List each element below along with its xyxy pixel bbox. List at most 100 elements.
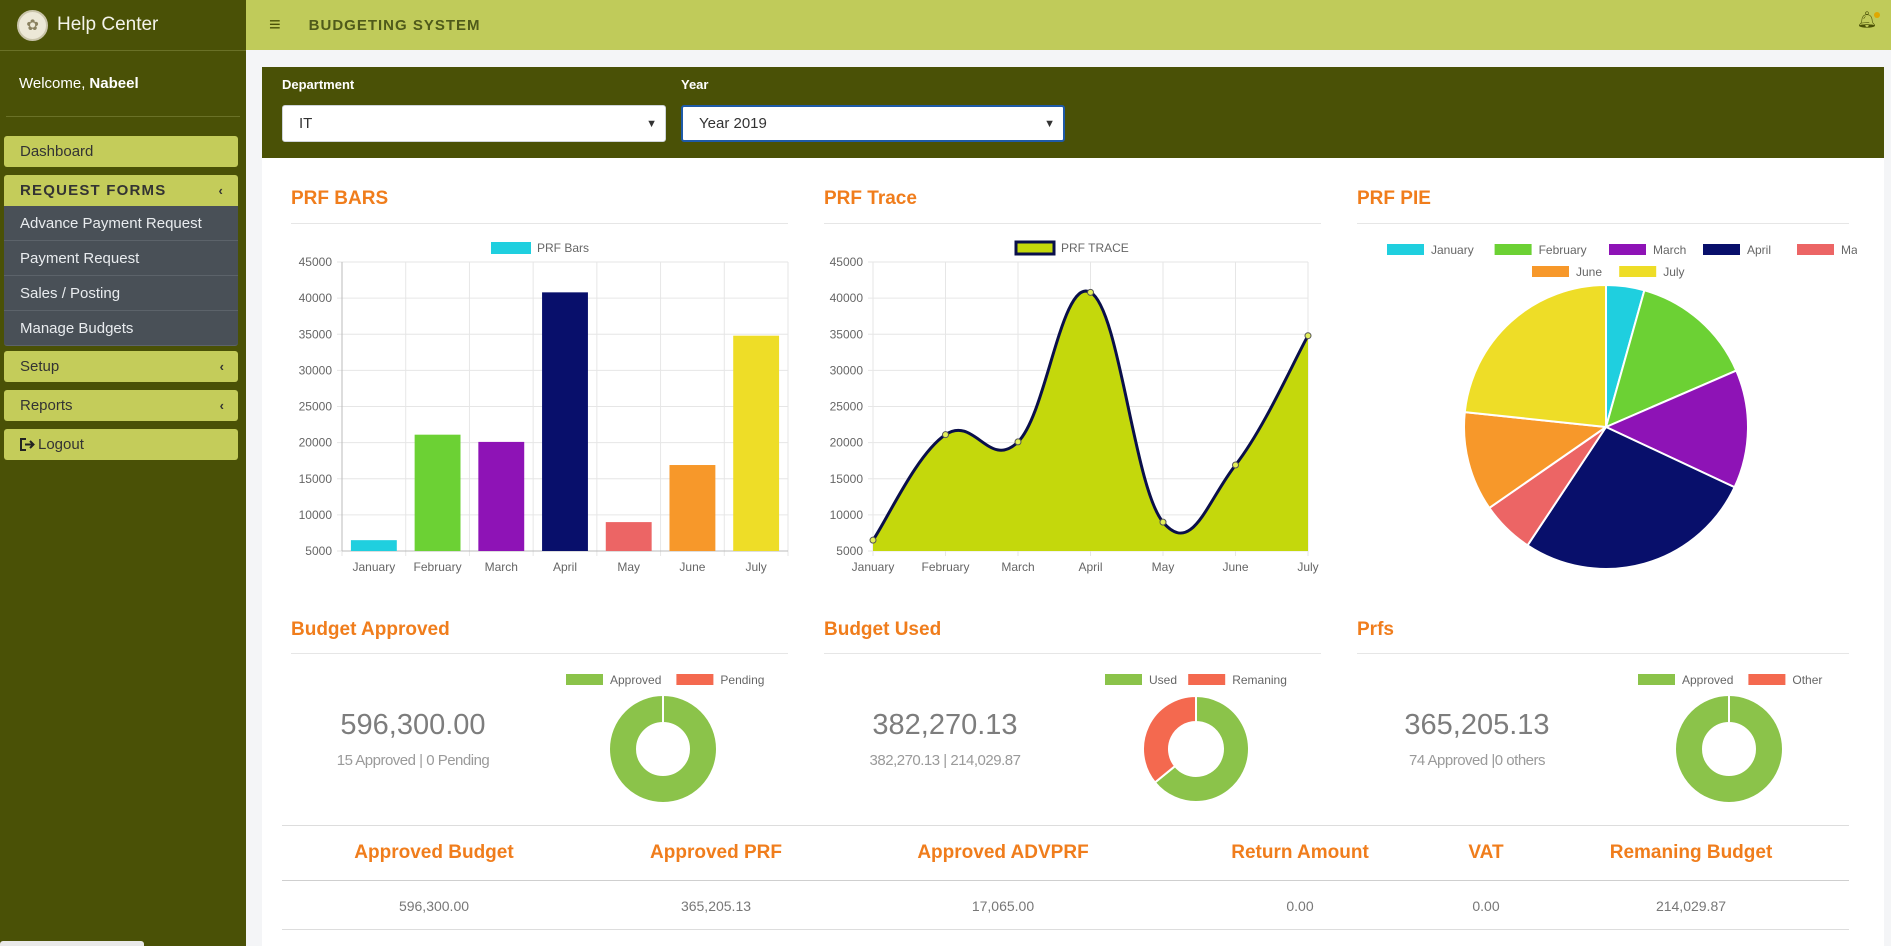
legend-swatch (1188, 674, 1226, 685)
notification-dot (1874, 12, 1880, 18)
table-header-vat: VAT (1468, 842, 1504, 863)
sidebar-item-payment-request[interactable]: Payment Request (4, 241, 238, 276)
legend-swatch (1638, 674, 1675, 685)
kpi-prfs-sub: 74 Approved |0 others (1409, 752, 1546, 769)
topbar: ≡ BUDGETING SYSTEM 🔔︎ (246, 0, 1891, 50)
kpi-prfs-value: 365,205.13 (1404, 709, 1550, 741)
x-tick-label: June (1222, 560, 1248, 574)
table-top-border (282, 825, 1849, 826)
panel-title-prf-pie: PRF PIE (1357, 188, 1431, 209)
table-cell-approved-prf: 365,205.13 (680, 898, 752, 914)
slice-july (1463, 283, 1607, 429)
bar-july (733, 335, 780, 551)
sidebar-item-label: Advance Payment Request (20, 214, 202, 232)
legend-label: PRF TRACE (1061, 241, 1129, 255)
slice-used (1153, 694, 1250, 803)
table-header-approved-prf: Approved PRF (650, 842, 782, 863)
department-label: Department (282, 77, 355, 92)
welcome-text: Welcome, Nabeel (6, 51, 240, 117)
legend-label: Pending (720, 673, 764, 687)
bell-icon[interactable]: 🔔︎ (1857, 10, 1880, 30)
chevron-down-icon: ▼ (646, 117, 657, 130)
nav-dashboard[interactable]: Dashboard (4, 136, 238, 167)
y-tick-label: 25000 (299, 400, 333, 414)
panel-title-budget-approved: Budget Approved (291, 619, 450, 640)
table-cell-approved-advprf: 17,065.00 (971, 898, 1035, 914)
x-tick-label: June (679, 560, 705, 574)
y-tick-label: 15000 (299, 472, 333, 486)
y-tick-label: 5000 (836, 544, 863, 558)
legend-label: Approved (610, 673, 661, 687)
point-july (1304, 332, 1312, 340)
legend-label: July (1663, 265, 1684, 279)
nav-logout-label: Logout (38, 436, 84, 453)
x-tick-label: March (485, 560, 518, 574)
y-tick-label: 45000 (299, 255, 333, 269)
y-tick-label: 40000 (299, 291, 333, 305)
year-value: Year 2019 (699, 115, 767, 132)
legend-label: PRF Bars (537, 241, 589, 255)
x-tick-label: March (1001, 560, 1034, 574)
nav-reports-label: Reports (20, 397, 73, 414)
point-may (1159, 518, 1167, 526)
nav-request-forms[interactable]: REQUEST FORMS ‹ (4, 175, 238, 206)
nav-reports[interactable]: Reports ‹ (4, 390, 238, 421)
divider (1357, 223, 1849, 224)
point-june (1232, 461, 1239, 469)
nav-request-forms-label: REQUEST FORMS (20, 182, 167, 199)
sidebar-item-label: Manage Budgets (20, 319, 134, 337)
x-tick-label: February (921, 560, 969, 574)
nav-logout[interactable]: Logout (4, 429, 238, 460)
y-tick-label: 30000 (830, 363, 864, 377)
x-tick-label: April (553, 560, 577, 574)
x-tick-label: July (1297, 560, 1318, 574)
legend-swatch (1703, 244, 1740, 255)
legend-swatch (1014, 240, 1056, 256)
brand[interactable]: ✿ Help Center (0, 0, 246, 51)
divider (1357, 653, 1849, 654)
prf-pie-chart: January February March April May June July (1387, 243, 1857, 570)
panel-title-prfs: Prfs (1357, 619, 1394, 640)
panel-title-budget-used: Budget Used (824, 619, 942, 640)
divider (291, 223, 788, 224)
slice-march (1603, 369, 1749, 489)
department-select[interactable]: IT ▼ (282, 105, 666, 142)
logo-icon: ✿ (17, 9, 48, 41)
legend-swatch (1619, 266, 1657, 277)
user-name: Nabeel (89, 75, 139, 92)
sidebar-item-sales-posting[interactable]: Sales / Posting (4, 276, 238, 311)
sidebar-item-manage-budgets[interactable]: Manage Budgets (4, 311, 238, 346)
legend-label: March (1653, 243, 1686, 257)
x-tick-label: January (353, 560, 396, 574)
bar-january (350, 540, 397, 551)
point-april (1087, 288, 1094, 296)
legend-swatch (491, 242, 531, 254)
sidebar-item-label: Payment Request (20, 249, 140, 267)
sidebar-item-advance-payment-request[interactable]: Advance Payment Request (4, 206, 238, 241)
y-tick-label: 25000 (830, 400, 864, 414)
legend-label: Other (1792, 673, 1822, 687)
bar-april (542, 292, 588, 551)
year-select[interactable]: Year 2019 ▼ (681, 105, 1065, 142)
legend-label: February (1539, 243, 1587, 257)
y-tick-label: 20000 (830, 436, 864, 450)
y-tick-label: 30000 (299, 363, 333, 377)
kpi-used-value: 382,270.13 (872, 709, 1018, 741)
y-tick-label: 15000 (830, 472, 864, 486)
legend-label: Approved (1682, 673, 1733, 687)
hamburger-menu-icon[interactable]: ≡ (269, 13, 281, 36)
legend-label: January (1431, 243, 1474, 257)
legend-swatch (1609, 244, 1646, 255)
bar-may (605, 522, 652, 551)
department-value: IT (299, 115, 313, 132)
nav-setup[interactable]: Setup ‹ (4, 351, 238, 382)
table-cell-return-amount: 0.00 (1286, 898, 1314, 914)
divider (824, 223, 1321, 224)
system-title: BUDGETING SYSTEM (308, 16, 481, 34)
prfs-donut: Approved Other (1638, 673, 1822, 802)
legend-swatch (1748, 674, 1786, 685)
x-tick-label: May (1152, 560, 1175, 574)
year-label: Year (681, 77, 709, 92)
legend-label: Used (1149, 673, 1177, 687)
slice-june (1463, 410, 1609, 510)
